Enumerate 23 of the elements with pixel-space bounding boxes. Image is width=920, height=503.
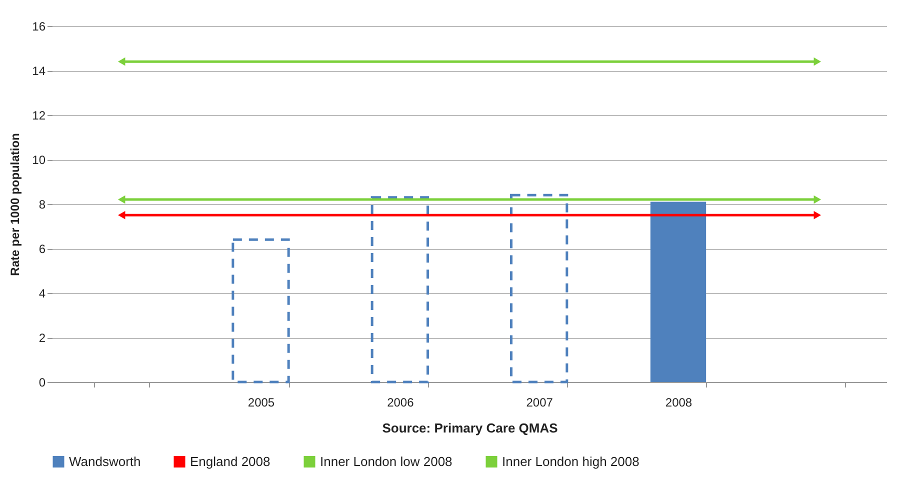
y-tick-label: 8 [38,198,46,212]
x-tick-label: 2006 [387,396,414,410]
legend-label: England 2008 [190,454,270,469]
legend-label: Inner London low 2008 [320,454,452,469]
y-tick-label: 12 [32,108,46,122]
y-tick-label: 6 [38,242,46,256]
y-tick-label: 10 [32,153,46,167]
x-tick-label: 2007 [526,396,554,410]
y-tick-label: 2 [38,331,46,345]
x-tick-label: 2005 [248,396,275,410]
legend-label: Inner London high 2008 [502,454,640,469]
x-tick-label: 2008 [665,396,692,410]
bar [650,202,706,382]
y-tick-label: 16 [32,20,46,34]
y-tick-label: 0 [38,376,46,390]
y-axis-title: Rate per 1000 population [8,133,22,276]
source-note: Source: Primary Care QMAS [382,420,558,436]
y-tick-label: 14 [32,64,46,78]
bar [510,194,568,384]
bar [370,196,429,384]
legend-label: Wandsworth [69,454,141,469]
bar [232,238,290,384]
y-tick-label: 4 [38,286,46,300]
